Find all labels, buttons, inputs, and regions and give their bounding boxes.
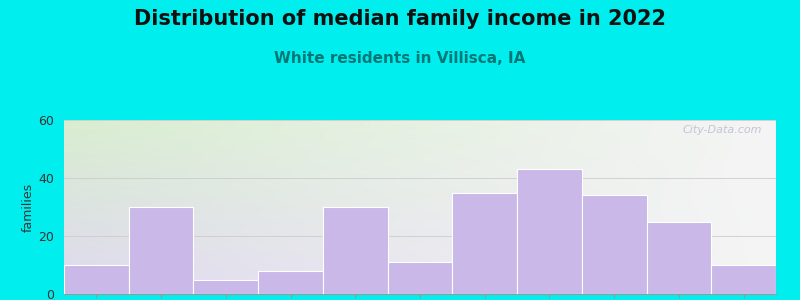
Bar	[194, 280, 258, 294]
Bar	[452, 193, 517, 294]
Bar	[64, 265, 129, 294]
Text: White residents in Villisca, IA: White residents in Villisca, IA	[274, 51, 526, 66]
Bar	[323, 207, 388, 294]
Bar	[646, 221, 711, 294]
Bar	[711, 265, 776, 294]
Y-axis label: families: families	[22, 182, 34, 232]
Bar	[129, 207, 194, 294]
Text: City-Data.com: City-Data.com	[682, 125, 762, 135]
Bar	[582, 195, 646, 294]
Text: Distribution of median family income in 2022: Distribution of median family income in …	[134, 9, 666, 29]
Bar	[258, 271, 323, 294]
Bar	[517, 169, 582, 294]
Bar	[388, 262, 452, 294]
